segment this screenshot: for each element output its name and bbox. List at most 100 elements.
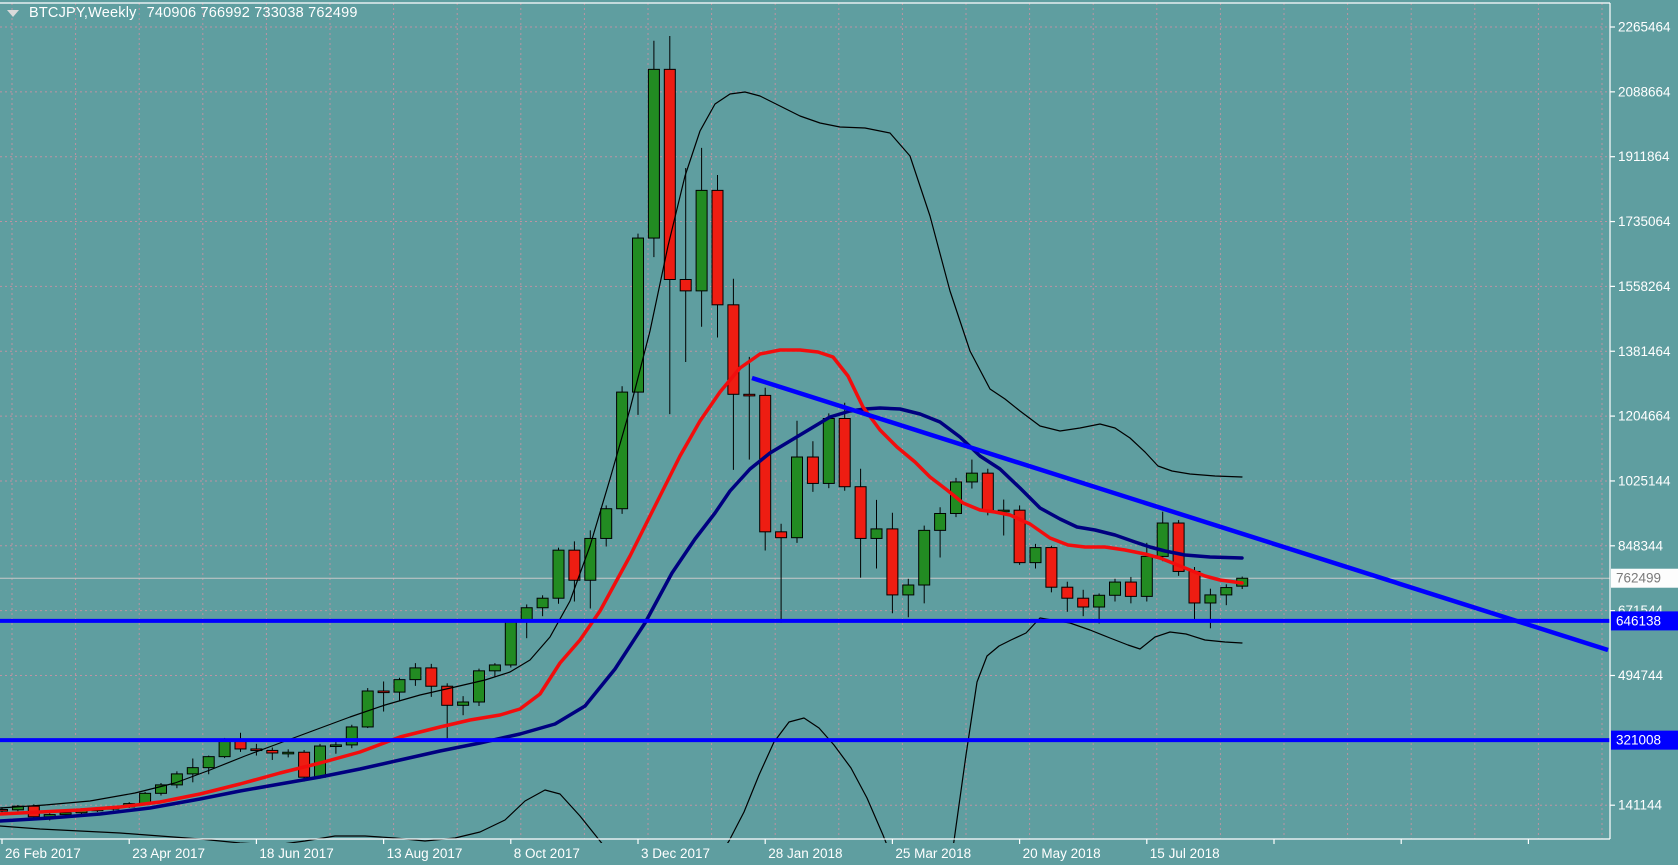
candle-body-bear [854,486,867,539]
candle-body-bull [329,744,342,748]
candle[interactable] [1140,542,1153,602]
candle[interactable] [1220,584,1233,606]
candle[interactable] [361,688,374,729]
candle[interactable] [186,758,199,783]
candle[interactable] [488,663,501,677]
candle[interactable] [616,386,629,514]
candle[interactable] [568,541,581,602]
descending-trendline[interactable] [751,375,1609,653]
candle[interactable] [1061,581,1074,612]
candle-body-bull [155,784,167,794]
candle[interactable] [1124,576,1137,604]
candle-body-bear [568,549,581,581]
candle-body-bull [791,456,803,539]
candle[interactable] [345,724,358,749]
candle-body-bull [59,812,72,816]
candle[interactable] [1045,545,1058,593]
candle[interactable] [393,677,406,701]
candle[interactable] [806,441,819,492]
candle-body-bear [1188,570,1201,604]
candle[interactable] [918,525,931,604]
price-axis-label: 2088664 [1618,84,1671,99]
candle[interactable] [155,783,167,796]
candle[interactable] [981,468,994,516]
candle-body-bear [266,749,279,754]
candle-body-bear [886,528,899,596]
candle[interactable] [965,459,978,489]
candle[interactable] [441,683,454,739]
ma-fast-line [0,348,1244,816]
candle[interactable] [711,174,724,338]
time-axis-label: 28 Jan 2018 [768,846,842,861]
candle[interactable] [600,505,613,547]
candle[interactable] [11,805,24,812]
candle-body-bear [838,418,851,488]
candle[interactable] [934,507,947,558]
price-axis[interactable]: 2265464 2088664 1911864 1735064 1558264 13814… [1610,20,1671,813]
candle-body-bull [218,739,231,758]
level-price-tag-value: 321008 [1616,733,1661,748]
candle[interactable] [504,619,517,668]
candle[interactable] [791,420,803,543]
candle[interactable] [632,233,644,415]
price-axis-label: 1025144 [1618,473,1671,488]
candle[interactable] [759,387,772,551]
candle[interactable] [886,512,899,614]
candle-body-bull [1093,594,1106,608]
plot-area[interactable] [0,3,1610,865]
candle[interactable] [854,468,867,578]
candle[interactable] [377,681,390,712]
candle-body-bear [1124,581,1137,597]
candle[interactable] [743,356,756,460]
candle[interactable] [695,147,708,327]
candle[interactable] [1093,593,1106,624]
candle[interactable] [902,578,915,618]
candle[interactable] [1156,511,1169,562]
candle-body-bull [1140,555,1153,597]
candle[interactable] [425,663,438,697]
time-axis-label: 20 May 2018 [1023,846,1101,861]
candle[interactable] [647,40,660,258]
candle[interactable] [536,595,549,617]
candle[interactable] [170,771,183,789]
symbol-dropdown-icon[interactable] [7,9,19,17]
candle[interactable] [1109,578,1121,602]
candle-body-bull [488,664,501,672]
candle-body-bull [409,667,422,681]
candle-body-bull [170,773,183,786]
candle-body-bull [902,584,915,596]
candle[interactable] [775,523,788,623]
candle[interactable] [1029,543,1042,569]
candle[interactable] [329,740,342,754]
candle[interactable] [202,755,215,775]
candle-body-bull [1204,594,1217,604]
candle[interactable] [838,402,851,491]
candle[interactable] [679,168,692,363]
candle[interactable] [457,696,470,716]
candle[interactable] [663,35,676,415]
candle-body-bull [11,805,24,811]
candle[interactable] [473,668,485,707]
candle[interactable] [822,413,835,489]
candle-body-bear [1172,522,1185,572]
price-axis-label: 1381464 [1618,344,1671,359]
candle-body-bear [711,189,724,306]
candle[interactable] [1013,505,1026,565]
candle[interactable] [282,749,295,758]
candle[interactable] [870,499,883,569]
candle[interactable] [266,747,279,760]
chart-title: BTCJPY,Weekly 740906 766992 733038 762499 [7,5,358,21]
time-axis[interactable]: 26 Feb 2017 23 Apr 2017 18 Jun 2017 13 Aug … [1,839,1530,861]
time-axis-label: 26 Feb 2017 [5,846,81,861]
current-price-tag: 762499 [1611,568,1678,588]
candle[interactable] [552,547,565,604]
candle-body-bear [759,394,772,533]
candle-body-bull [822,418,835,484]
time-axis-label: 25 Mar 2018 [895,846,971,861]
current-price-tag-value: 762499 [1616,571,1661,586]
candle-body-bull [457,701,470,706]
time-axis-label: 8 Oct 2017 [514,846,580,861]
candle[interactable] [409,663,422,686]
candle[interactable] [1077,589,1090,617]
